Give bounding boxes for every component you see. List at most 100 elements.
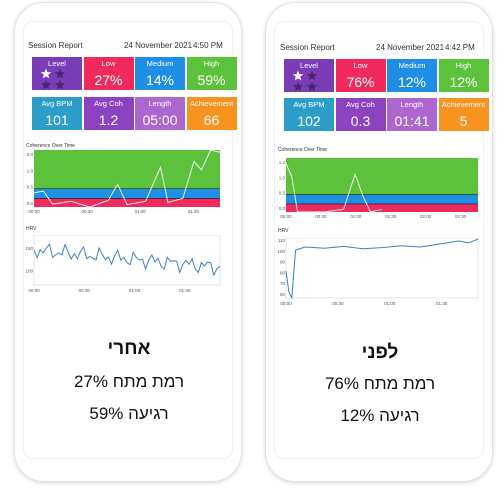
y-tick-label: 0.5 (27, 185, 34, 190)
stat-tile: Avg BPM 102 (284, 98, 334, 131)
report-date: 24 November 2021 (376, 43, 445, 52)
x-tick-label: 01:30 (188, 209, 200, 214)
x-tick-label: 00:30 (332, 301, 344, 306)
y-tick-label: 70 (280, 281, 286, 286)
x-tick-label: 00:30 (315, 214, 327, 219)
x-tick-label: 02:30 (455, 214, 467, 219)
stat-tile: High 59% (186, 57, 237, 90)
x-tick-label: 01:00 (129, 288, 141, 293)
coherence-line (33, 150, 221, 208)
medium-band (34, 188, 220, 199)
plot (33, 235, 221, 286)
coherence-title: Coherence Over Time (278, 147, 327, 153)
report-time: 4:42 PM (445, 43, 475, 52)
stat-tile: Achievement 66 (186, 97, 237, 130)
tile-label: Level (48, 59, 66, 68)
y-tick-label: 90 (280, 260, 286, 265)
x-tick-label: 00:00 (280, 214, 292, 219)
y-tick-label: 100 (25, 269, 33, 274)
y-tick-label: 80 (280, 270, 286, 275)
star-icon (306, 81, 318, 92)
star-icon (40, 79, 52, 90)
plot (33, 150, 221, 208)
tile-value: 1.2 (98, 112, 119, 128)
y-tick-label: 150 (25, 246, 33, 251)
tile-value: 59% (197, 72, 226, 88)
caption-heading: לפני (361, 342, 399, 363)
tile-value: 05:00 (142, 112, 178, 128)
y-tick-label: 1.0 (279, 175, 286, 180)
stat-tile: Avg Coh 0.3 (335, 98, 386, 131)
level-stars (40, 68, 66, 90)
tile-value: 27% (94, 72, 123, 88)
x-tick-label: 02:00 (420, 214, 432, 219)
stat-tile: Medium 12% (387, 59, 437, 92)
y-tick-label: 3.0 (27, 152, 34, 157)
caption-stress: רמת מתח 76% (324, 374, 436, 393)
x-tick-label: 01:30 (436, 301, 448, 306)
low-band (34, 198, 220, 207)
tile-value: 14% (145, 72, 175, 88)
tile-label: Medium (398, 61, 426, 70)
x-tick-label: 01:30 (385, 214, 397, 219)
tile-value: 76% (346, 74, 375, 90)
y-tick-label: 60 (280, 292, 286, 297)
plot (285, 158, 478, 213)
caption-calm: רגיעה 12% (340, 406, 420, 425)
tile-label: Length (400, 100, 424, 109)
x-tick-label: 00:00 (28, 288, 40, 293)
low-band (286, 203, 478, 212)
level-stars (292, 70, 318, 92)
x-tick-label: 01:00 (350, 214, 362, 219)
plot-frame (285, 238, 479, 299)
tile-label: Avg Coh (94, 99, 123, 108)
stat-tile: Avg BPM 101 (32, 97, 82, 130)
star-icon (292, 70, 304, 81)
phone-screen (23, 21, 233, 459)
tile-value: 102 (297, 113, 321, 129)
star-icon (292, 81, 304, 92)
tile-label: Avg BPM (41, 99, 73, 108)
x-tick-label: 00:00 (280, 301, 292, 306)
tile-label: High (203, 59, 220, 68)
caption-stress: רמת מתח 27% (73, 372, 185, 391)
stat-tile: High 12% (438, 59, 489, 92)
caption-heading: אחרי (107, 338, 151, 359)
y-tick-label: 0.5 (279, 191, 286, 196)
coherence-chart: 1.2 1.0 0.5 0.0 00:00 00:30 01:00 01:30 02:00 02:… (279, 158, 478, 219)
tile-label: Avg Coh (346, 100, 375, 109)
coherence-title: Coherence Over Time (26, 143, 75, 149)
y-tick-label: 0.0 (279, 206, 286, 211)
tile-label: Achievement (189, 99, 234, 108)
x-tick-label: 01:00 (135, 209, 147, 214)
stat-tile: Level (284, 59, 334, 92)
coherence-chart: 3.0 1.0 0.5 0.0 00:00 00:30 01:00 01:30 (27, 150, 221, 214)
tile-label: High (455, 61, 472, 70)
x-tick-label: 01:30 (179, 288, 191, 293)
caption-calm: רגיעה 59% (89, 404, 169, 423)
y-tick-label: 1.2 (279, 160, 286, 165)
tile-label: Low (353, 61, 368, 70)
stat-tile: Low 76% (335, 59, 386, 92)
tile-value: 12% (449, 74, 478, 90)
x-tick-label: 00:30 (82, 209, 94, 214)
tile-value: 12% (397, 74, 427, 90)
stat-tile: Achievement 5 (438, 98, 489, 131)
star-icon (54, 79, 66, 90)
y-tick-label: 110 (278, 238, 286, 243)
report-time: 4:50 PM (193, 41, 223, 50)
report-date: 24 November 2021 (124, 41, 193, 50)
tile-label: Level (300, 61, 318, 70)
plot-frame (33, 235, 221, 286)
hrv-line (285, 238, 479, 300)
star-icon (40, 68, 52, 79)
x-tick-label: 01:00 (384, 301, 396, 306)
tile-value: 0.3 (350, 113, 371, 129)
hrv-chart: 110 100 90 80 70 60 00:00 00:30 01:00 01:30 (277, 238, 479, 306)
stat-tile: Length 05:00 (135, 97, 185, 130)
hrv-line (33, 243, 221, 277)
phone-screen (274, 21, 484, 459)
y-tick-label: 0.0 (27, 201, 34, 206)
tile-label: Low (101, 59, 116, 68)
